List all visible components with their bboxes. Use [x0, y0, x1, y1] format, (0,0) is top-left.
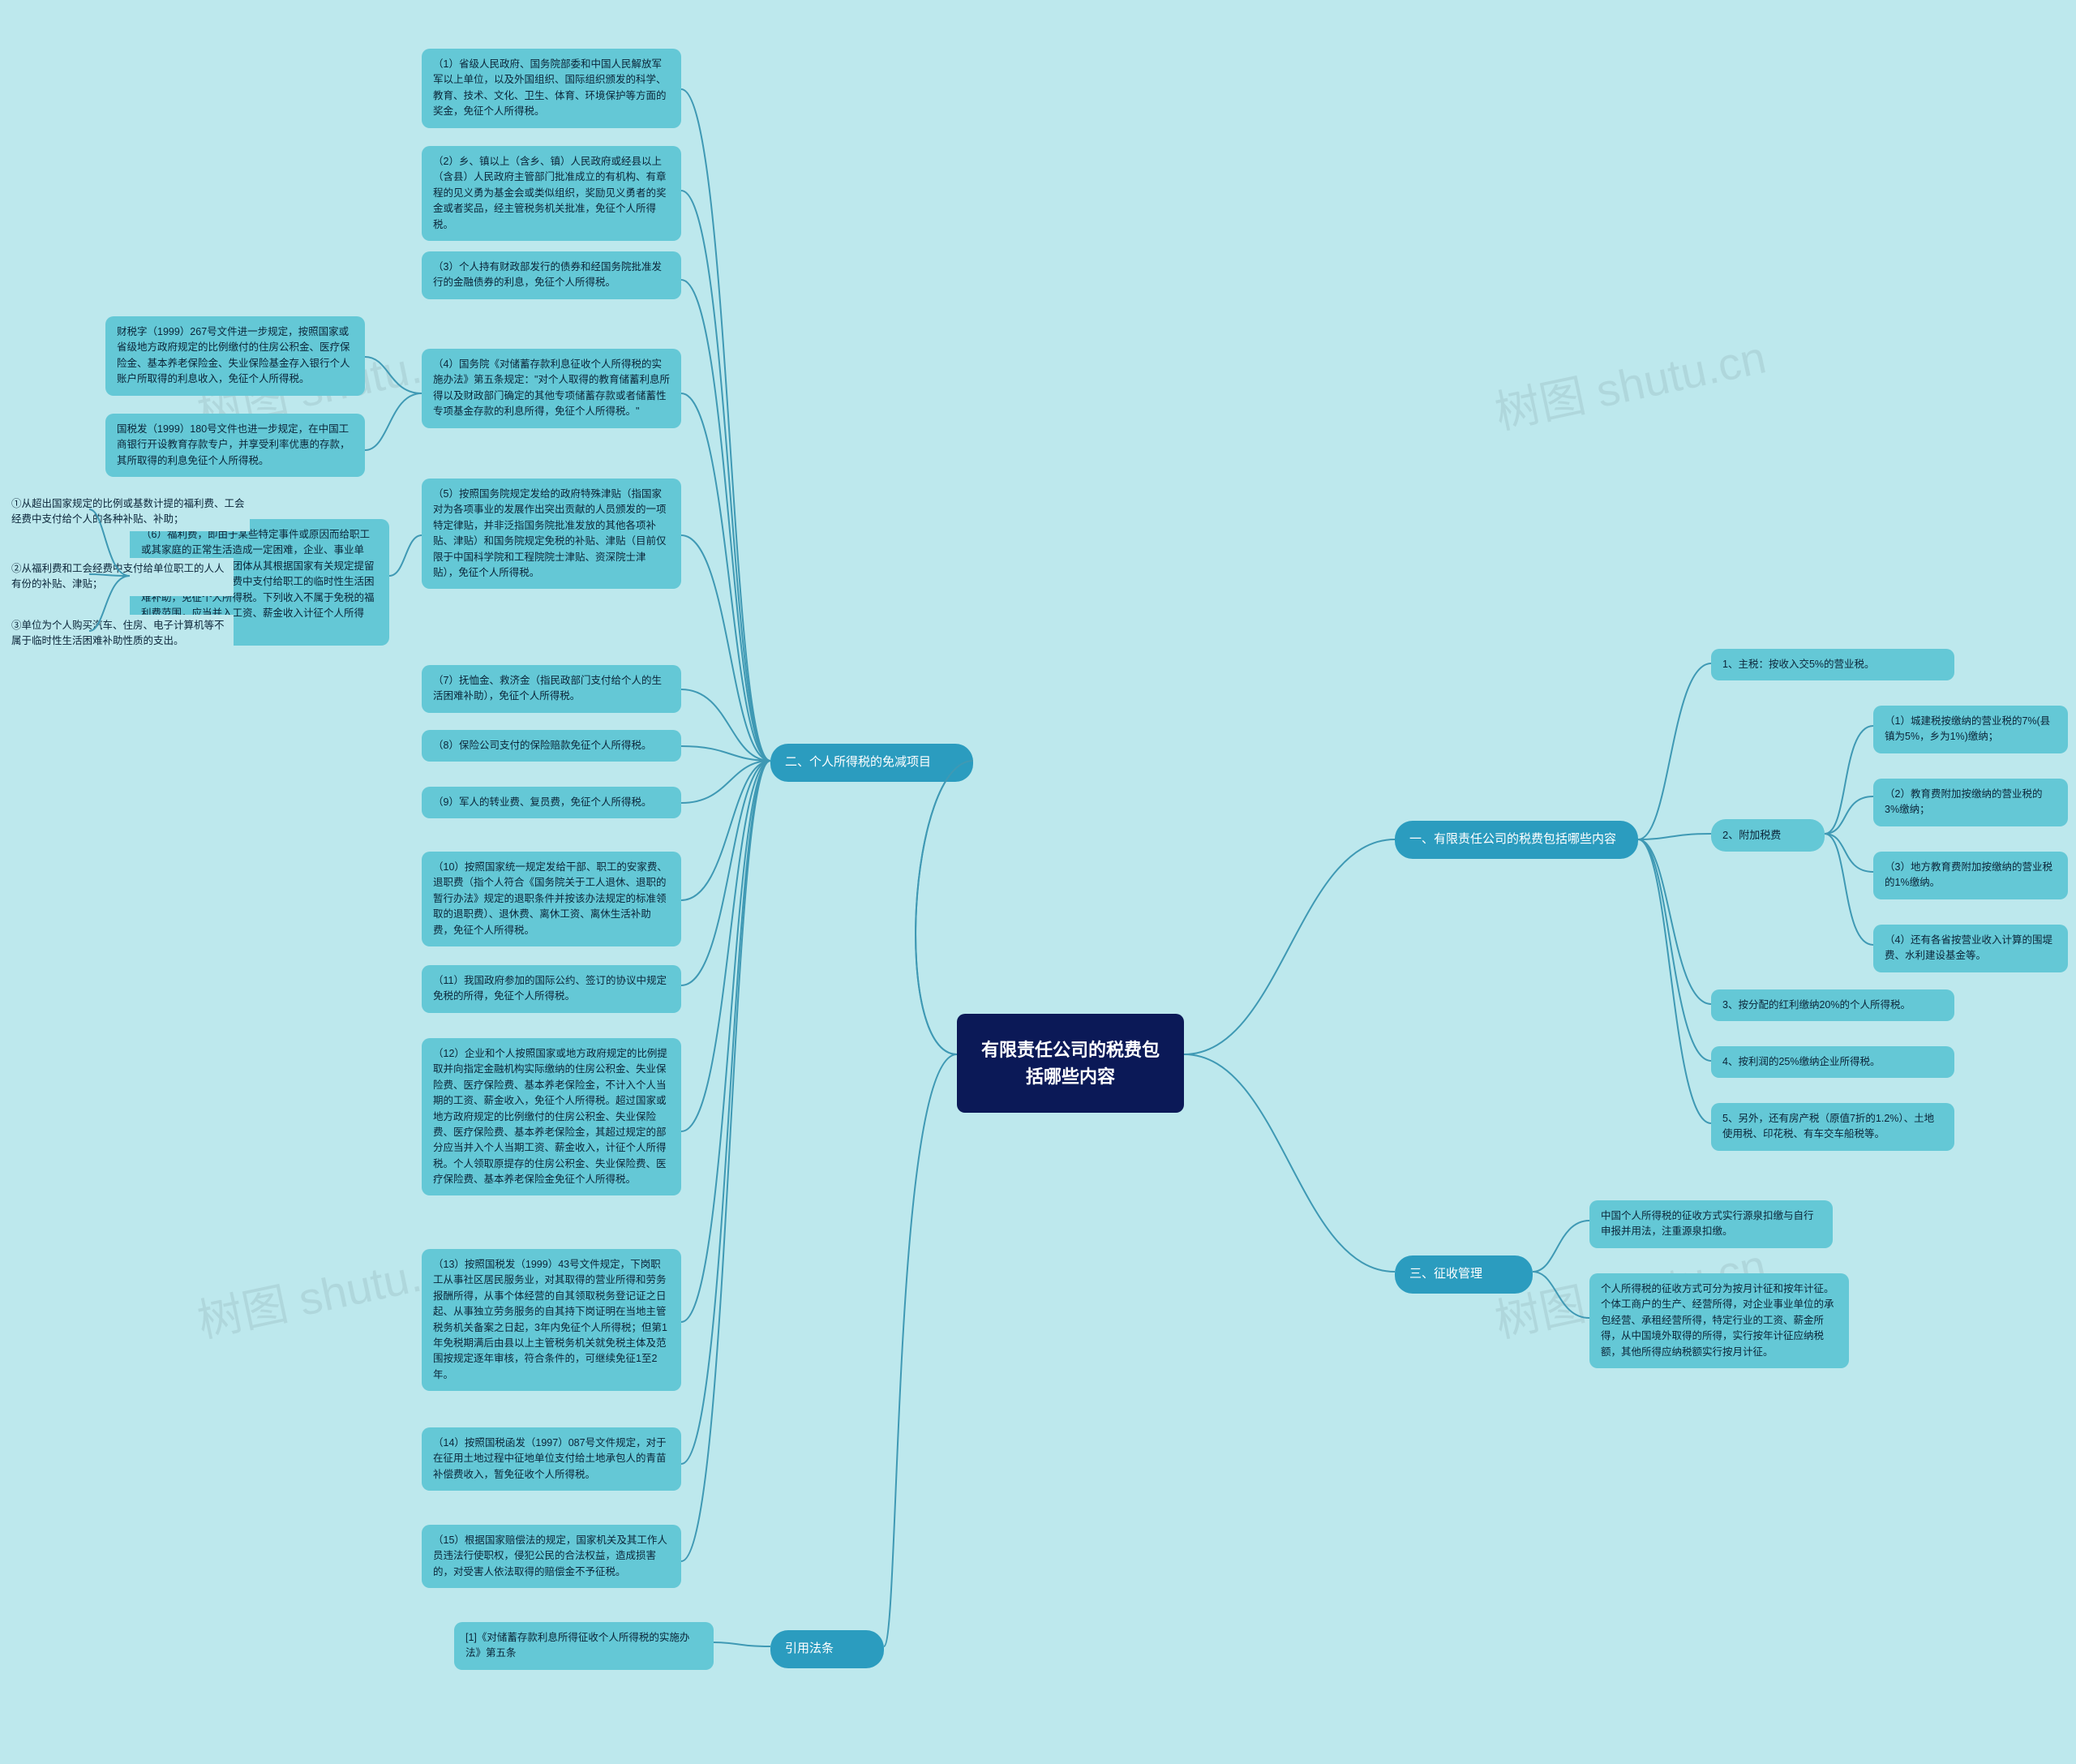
leaf-node[interactable]: 5、另外，还有房产税（原值7折的1.2%）、土地使用税、印花税、有车交车船税等。 [1711, 1103, 1954, 1151]
leaf-node[interactable]: （1）省级人民政府、国务院部委和中国人民解放军军以上单位，以及外国组织、国际组织… [422, 49, 681, 128]
leaf-node[interactable]: （5）按照国务院规定发给的政府特殊津贴（指国家对为各项事业的发展作出突出贡献的人… [422, 479, 681, 589]
leaf-node-enum-2[interactable]: ②从福利费和工会经费中支付给单位职工的人人有份的补贴、津贴； [6, 558, 234, 596]
leaf-node[interactable]: （7）抚恤金、救济金（指民政部门支付给个人的生活困难补助），免征个人所得税。 [422, 665, 681, 713]
sub-node-surcharge[interactable]: 2、附加税费 [1711, 819, 1825, 852]
leaf-node[interactable]: 4、按利润的25%缴纳企业所得税。 [1711, 1046, 1954, 1078]
leaf-node[interactable]: （10）按照国家统一规定发给干部、职工的安家费、退职费（指个人符合《国务院关于工… [422, 852, 681, 946]
leaf-node[interactable]: （15）根据国家赔偿法的规定，国家机关及其工作人员违法行使职权，侵犯公民的合法权… [422, 1525, 681, 1588]
leaf-node-enum-1[interactable]: ①从超出国家规定的比例或基数计提的福利费、工会经费中支付给个人的各种补贴、补助； [6, 493, 250, 531]
leaf-node[interactable]: （4）国务院《对储蓄存款利息征收个人所得税的实施办法》第五条规定："对个人取得的… [422, 349, 681, 428]
leaf-node[interactable]: 财税字（1999）267号文件进一步规定，按照国家或省级地方政府规定的比例缴付的… [105, 316, 365, 396]
center-topic[interactable]: 有限责任公司的税费包括哪些内容 [957, 1014, 1184, 1113]
leaf-node[interactable]: （2）乡、镇以上（含乡、镇）人民政府或经县以上（含县）人民政府主管部门批准成立的… [422, 146, 681, 241]
watermark: 树图 shutu.cn [1488, 321, 1771, 443]
leaf-node[interactable]: （4）还有各省按营业收入计算的围堤费、水利建设基金等。 [1873, 925, 2068, 972]
leaf-node[interactable]: （9）军人的转业费、复员费，免征个人所得税。 [422, 787, 681, 818]
leaf-node[interactable]: 中国个人所得税的征收方式实行源泉扣缴与自行申报并用法，注重源泉扣缴。 [1589, 1200, 1833, 1248]
leaf-node[interactable]: 1、主税：按收入交5%的营业税。 [1711, 649, 1954, 680]
branch-section-2[interactable]: 二、个人所得税的免减项目 [770, 744, 973, 782]
leaf-node[interactable]: （14）按照国税函发（1997）087号文件规定，对于在征用土地过程中征地单位支… [422, 1427, 681, 1491]
leaf-node[interactable]: 个人所得税的征收方式可分为按月计征和按年计征。个体工商户的生产、经营所得，对企业… [1589, 1273, 1849, 1368]
mindmap-canvas: 树图 shutu.cn 树图 shutu.cn 树图 shutu.cn 树图 s… [0, 0, 2076, 1764]
leaf-node[interactable]: （3）地方教育费附加按缴纳的营业税的1%缴纳。 [1873, 852, 2068, 899]
leaf-node[interactable]: （13）按照国税发（1999）43号文件规定，下岗职工从事社区居民服务业，对其取… [422, 1249, 681, 1391]
leaf-node[interactable]: （3）个人持有财政部发行的债券和经国务院批准发行的金融债券的利息，免征个人所得税… [422, 251, 681, 299]
leaf-node[interactable]: （2）教育费附加按缴纳的营业税的3%缴纳； [1873, 779, 2068, 826]
leaf-node[interactable]: 国税发（1999）180号文件也进一步规定，在中国工商银行开设教育存款专户，并享… [105, 414, 365, 477]
connector-layer [0, 0, 2076, 1764]
leaf-node-enum-3[interactable]: ③单位为个人购买汽车、住房、电子计算机等不属于临时性生活困难补助性质的支出。 [6, 615, 234, 653]
branch-section-1[interactable]: 一、有限责任公司的税费包括哪些内容 [1395, 821, 1638, 859]
branch-references[interactable]: 引用法条 [770, 1630, 884, 1668]
leaf-node[interactable]: 3、按分配的红利缴纳20%的个人所得税。 [1711, 989, 1954, 1021]
leaf-node[interactable]: （8）保险公司支付的保险赔款免征个人所得税。 [422, 730, 681, 762]
branch-section-3[interactable]: 三、征收管理 [1395, 1255, 1533, 1294]
leaf-node[interactable]: （1）城建税按缴纳的营业税的7%(县镇为5%，乡为1%)缴纳； [1873, 706, 2068, 753]
leaf-node[interactable]: [1]《对储蓄存款利息所得征收个人所得税的实施办法》第五条 [454, 1622, 714, 1670]
leaf-node[interactable]: （12）企业和个人按照国家或地方政府规定的比例提取并向指定金融机构实际缴纳的住房… [422, 1038, 681, 1195]
leaf-node[interactable]: （11）我国政府参加的国际公约、签订的协议中规定免税的所得，免征个人所得税。 [422, 965, 681, 1013]
